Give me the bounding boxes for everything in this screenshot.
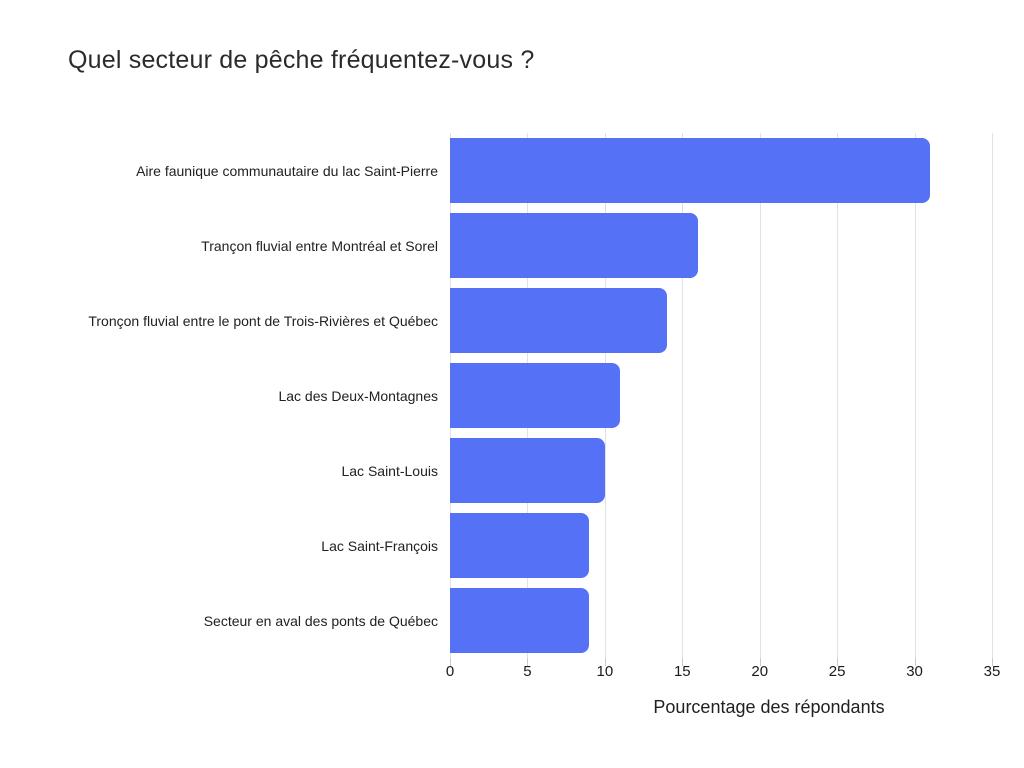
category-label-6: Lac Saint-François xyxy=(321,537,438,554)
chart-title: Quel secteur de pêche fréquentez-vous ? xyxy=(68,46,535,74)
x-tick-mark-10 xyxy=(604,658,606,666)
category-label-1: Aire faunique communautaire du lac Saint… xyxy=(136,162,438,179)
category-label-5: Lac Saint-Louis xyxy=(341,462,438,479)
category-label-7: Secteur en aval des ponts de Québec xyxy=(203,612,438,629)
category-label-4: Lac des Deux-Montagnes xyxy=(278,387,438,404)
x-tick-mark-30 xyxy=(914,658,916,666)
x-tick-mark-20 xyxy=(759,658,761,666)
x-tick-mark-25 xyxy=(837,658,839,666)
gridline-x-25 xyxy=(837,133,839,658)
gridline-x-15 xyxy=(682,133,684,658)
gridline-x-30 xyxy=(914,133,916,658)
x-tick-label-20: 20 xyxy=(751,663,769,680)
x-tick-mark-0 xyxy=(450,658,451,666)
x-tick-label-15: 15 xyxy=(673,663,691,680)
bar-5 xyxy=(450,438,605,503)
plot-area xyxy=(450,133,993,658)
category-label-3: Tronçon fluvial entre le pont de Trois-R… xyxy=(88,312,438,329)
bar-3 xyxy=(450,288,667,353)
x-tick-label-5: 5 xyxy=(523,663,532,680)
bar-7 xyxy=(450,588,590,653)
x-tick-mark-15 xyxy=(682,658,684,666)
bar-6 xyxy=(450,513,590,578)
gridline-x-20 xyxy=(759,133,761,658)
x-tick-label-0: 0 xyxy=(445,663,455,680)
gridline-x-35 xyxy=(992,133,993,658)
x-tick-label-30: 30 xyxy=(906,663,923,680)
bar-4 xyxy=(450,363,621,428)
x-axis-title: Pourcentage des répondants xyxy=(653,697,885,717)
x-tick-label-25: 25 xyxy=(828,663,846,680)
category-label-2: Trançon fluvial entre Montréal et Sorel xyxy=(201,237,438,254)
bar-2 xyxy=(450,213,698,278)
x-tick-label-10: 10 xyxy=(596,663,614,680)
x-tick-mark-35 xyxy=(992,658,993,666)
x-tick-mark-5 xyxy=(527,658,529,666)
x-tick-label-35: 35 xyxy=(983,663,1001,680)
bar-1 xyxy=(450,138,931,203)
